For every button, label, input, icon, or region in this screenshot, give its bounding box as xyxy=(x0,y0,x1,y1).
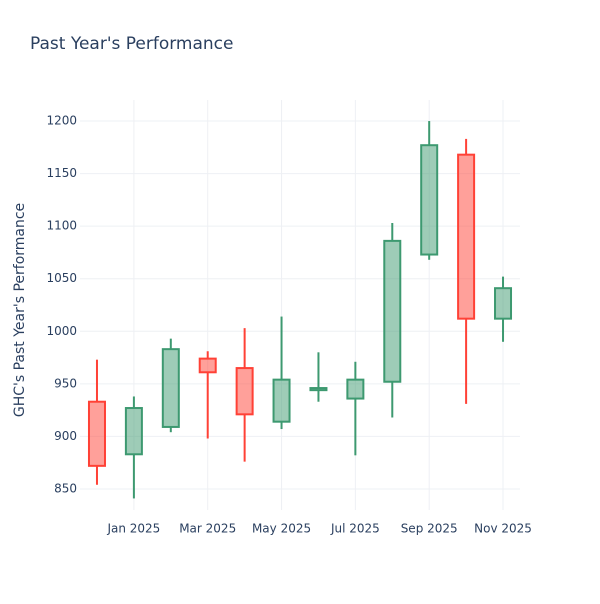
candle-body xyxy=(383,239,402,383)
candle-body xyxy=(124,407,143,456)
x-tick-label: Sep 2025 xyxy=(401,522,458,536)
x-tick-label: Nov 2025 xyxy=(474,522,532,536)
candle-body xyxy=(494,287,513,320)
x-tick-label: Mar 2025 xyxy=(179,522,236,536)
x-tick-label: Jan 2025 xyxy=(106,522,160,536)
candle-body xyxy=(272,378,291,423)
y-tick-label: 1100 xyxy=(46,219,77,233)
candle-body xyxy=(198,357,217,374)
y-tick-label: 1050 xyxy=(46,271,77,285)
y-tick-label: 950 xyxy=(54,376,77,390)
y-tick-label: 1200 xyxy=(46,114,77,128)
y-tick-label: 850 xyxy=(54,481,77,495)
y-axis-label: GHC's Past Year's Performance xyxy=(12,203,28,417)
chart-title: Past Year's Performance xyxy=(30,34,234,54)
y-tick-label: 900 xyxy=(54,429,77,443)
candle-body xyxy=(457,153,476,320)
y-tick-label: 1000 xyxy=(46,324,77,338)
candle-body xyxy=(87,400,106,467)
x-tick-label: May 2025 xyxy=(252,522,311,536)
x-tick-label: Jul 2025 xyxy=(330,522,380,536)
candle-body xyxy=(161,348,180,428)
candle-body xyxy=(346,378,365,400)
candle-body xyxy=(235,367,254,416)
candle-body xyxy=(420,144,439,256)
y-tick-label: 1150 xyxy=(46,166,77,180)
candle-body xyxy=(309,387,328,392)
